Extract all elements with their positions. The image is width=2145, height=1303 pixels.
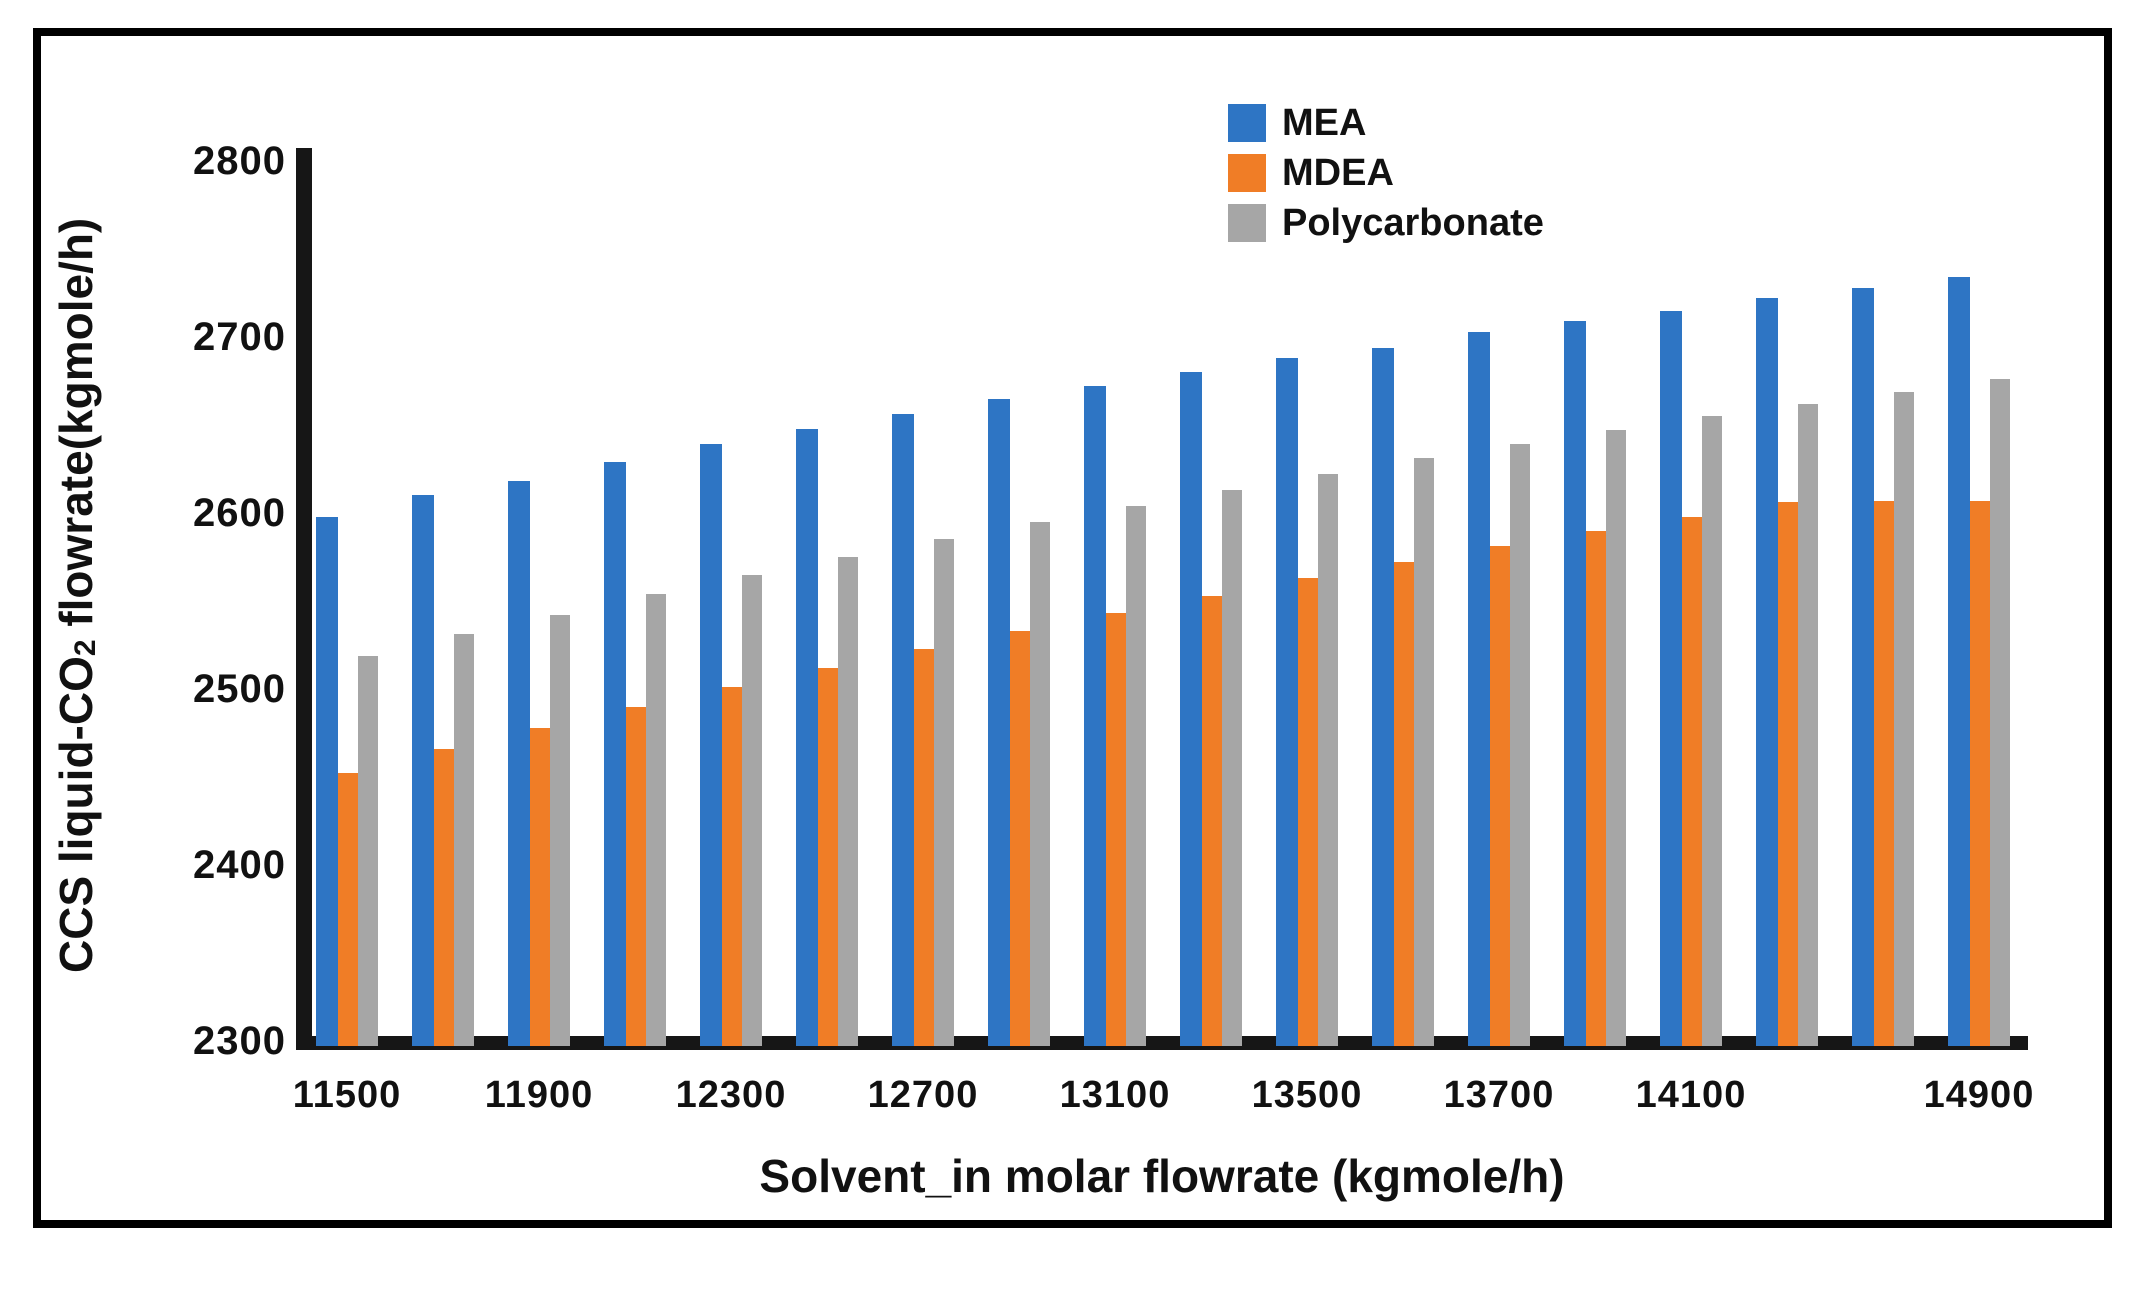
bar-mea-group-2 <box>412 495 434 1046</box>
bar-mea-group-9 <box>1084 386 1106 1046</box>
bar-polycarbonate-group-6 <box>838 557 858 1046</box>
bar-polycarbonate-group-15 <box>1702 416 1722 1046</box>
bar-polycarbonate-group-16 <box>1798 404 1818 1046</box>
bar-polycarbonate-group-11 <box>1318 474 1338 1046</box>
bar-mdea-group-5 <box>722 687 742 1046</box>
bar-mdea-group-9 <box>1106 613 1126 1046</box>
bar-mea-group-13 <box>1468 332 1490 1046</box>
bar-mea-group-4 <box>604 462 626 1046</box>
y-tick-label: 2400 <box>193 843 286 887</box>
legend-item-mdea: MDEA <box>1228 148 1544 198</box>
bar-polycarbonate-group-5 <box>742 575 762 1046</box>
bar-polycarbonate-group-2 <box>454 634 474 1046</box>
legend-label: MDEA <box>1282 152 1394 194</box>
bar-polycarbonate-group-10 <box>1222 490 1242 1046</box>
legend: MEA MDEA Polycarbonate <box>1228 98 1544 248</box>
bar-mea-group-6 <box>796 429 818 1046</box>
bar-mea-group-10 <box>1180 372 1202 1046</box>
bar-mea-group-1 <box>316 517 338 1046</box>
bar-mea-group-17 <box>1852 288 1874 1046</box>
bar-mdea-group-6 <box>818 668 838 1046</box>
bar-mdea-group-10 <box>1202 596 1222 1046</box>
bar-mea-group-11 <box>1276 358 1298 1046</box>
x-tick-label: 13500 <box>1251 1074 1363 1116</box>
x-tick-label: 14900 <box>1923 1074 2035 1116</box>
bar-mea-group-14 <box>1564 321 1586 1046</box>
x-axis-title: Solvent_in molar flowrate (kgmole/h) <box>759 1150 1565 1202</box>
bar-mdea-group-2 <box>434 749 454 1046</box>
bar-mea-group-18 <box>1948 277 1970 1046</box>
x-tick-label: 13700 <box>1443 1074 1555 1116</box>
bar-mdea-group-16 <box>1778 502 1798 1046</box>
legend-swatch-icon <box>1228 154 1266 192</box>
legend-item-mea: MEA <box>1228 98 1544 148</box>
y-tick-label: 2300 <box>193 1019 286 1063</box>
bar-mea-group-15 <box>1660 311 1682 1046</box>
bar-polycarbonate-group-17 <box>1894 392 1914 1046</box>
bar-mdea-group-7 <box>914 649 934 1046</box>
x-tick-label: 11500 <box>292 1074 402 1116</box>
bar-polycarbonate-group-13 <box>1510 444 1530 1046</box>
bar-mdea-group-4 <box>626 707 646 1046</box>
bar-mea-group-16 <box>1756 298 1778 1046</box>
x-tick-label: 13100 <box>1059 1074 1171 1116</box>
bar-polycarbonate-group-18 <box>1990 379 2010 1046</box>
bar-mdea-group-3 <box>530 728 550 1046</box>
legend-swatch-icon <box>1228 104 1266 142</box>
bar-mdea-group-17 <box>1874 501 1894 1046</box>
y-tick-label: 2600 <box>193 491 286 535</box>
legend-label: Polycarbonate <box>1282 202 1544 244</box>
bar-mdea-group-18 <box>1970 501 1990 1046</box>
bar-mea-group-8 <box>988 399 1010 1046</box>
y-tick-label: 2700 <box>193 315 286 359</box>
bar-polycarbonate-group-14 <box>1606 430 1626 1046</box>
y-axis-title: CCS liquid-CO2 flowrate(kgmole/h) <box>38 130 114 1060</box>
y-tick-label: 2500 <box>193 667 286 711</box>
bar-mea-group-7 <box>892 414 914 1046</box>
bar-mea-group-5 <box>700 444 722 1046</box>
bar-polycarbonate-group-4 <box>646 594 666 1046</box>
bar-mea-group-12 <box>1372 348 1394 1046</box>
y-axis-line <box>296 148 312 1050</box>
bar-mea-group-3 <box>508 481 530 1046</box>
bar-polycarbonate-group-1 <box>358 656 378 1046</box>
bar-mdea-group-11 <box>1298 578 1318 1046</box>
legend-label: MEA <box>1282 102 1367 144</box>
x-tick-label: 14100 <box>1635 1074 1747 1116</box>
legend-item-polycarbonate: Polycarbonate <box>1228 198 1544 248</box>
legend-swatch-icon <box>1228 204 1266 242</box>
x-tick-label: 12700 <box>867 1074 979 1116</box>
bar-polycarbonate-group-8 <box>1030 522 1050 1046</box>
bar-mdea-group-15 <box>1682 517 1702 1046</box>
bar-polycarbonate-group-7 <box>934 539 954 1046</box>
bar-mdea-group-12 <box>1394 562 1414 1046</box>
bar-mdea-group-13 <box>1490 546 1510 1046</box>
y-axis-title-subscript: 2 <box>69 639 103 656</box>
y-axis-title-suffix: flowrate(kgmole/h) <box>50 217 102 640</box>
y-axis-title-prefix: CCS liquid-CO <box>50 655 102 973</box>
y-tick-label: 2800 <box>193 139 286 183</box>
x-tick-label: 11900 <box>484 1074 594 1116</box>
bar-polycarbonate-group-3 <box>550 615 570 1046</box>
bar-mdea-group-8 <box>1010 631 1030 1046</box>
bar-polycarbonate-group-9 <box>1126 506 1146 1046</box>
x-tick-label: 12300 <box>675 1074 787 1116</box>
bar-mdea-group-1 <box>338 773 358 1046</box>
bar-polycarbonate-group-12 <box>1414 458 1434 1046</box>
bar-mdea-group-14 <box>1586 531 1606 1046</box>
